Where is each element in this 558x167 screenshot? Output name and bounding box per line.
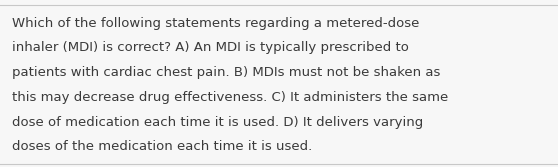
Text: patients with cardiac chest pain. B) MDIs must not be shaken as: patients with cardiac chest pain. B) MDI… <box>12 66 441 79</box>
Text: Which of the following statements regarding a metered-dose: Which of the following statements regard… <box>12 17 420 30</box>
Text: dose of medication each time it is used. D) It delivers varying: dose of medication each time it is used.… <box>12 116 424 129</box>
Text: doses of the medication each time it is used.: doses of the medication each time it is … <box>12 140 312 153</box>
Text: inhaler (MDI) is correct? A) An MDI is typically prescribed to: inhaler (MDI) is correct? A) An MDI is t… <box>12 41 409 54</box>
Text: this may decrease drug effectiveness. C) It administers the same: this may decrease drug effectiveness. C)… <box>12 91 449 104</box>
